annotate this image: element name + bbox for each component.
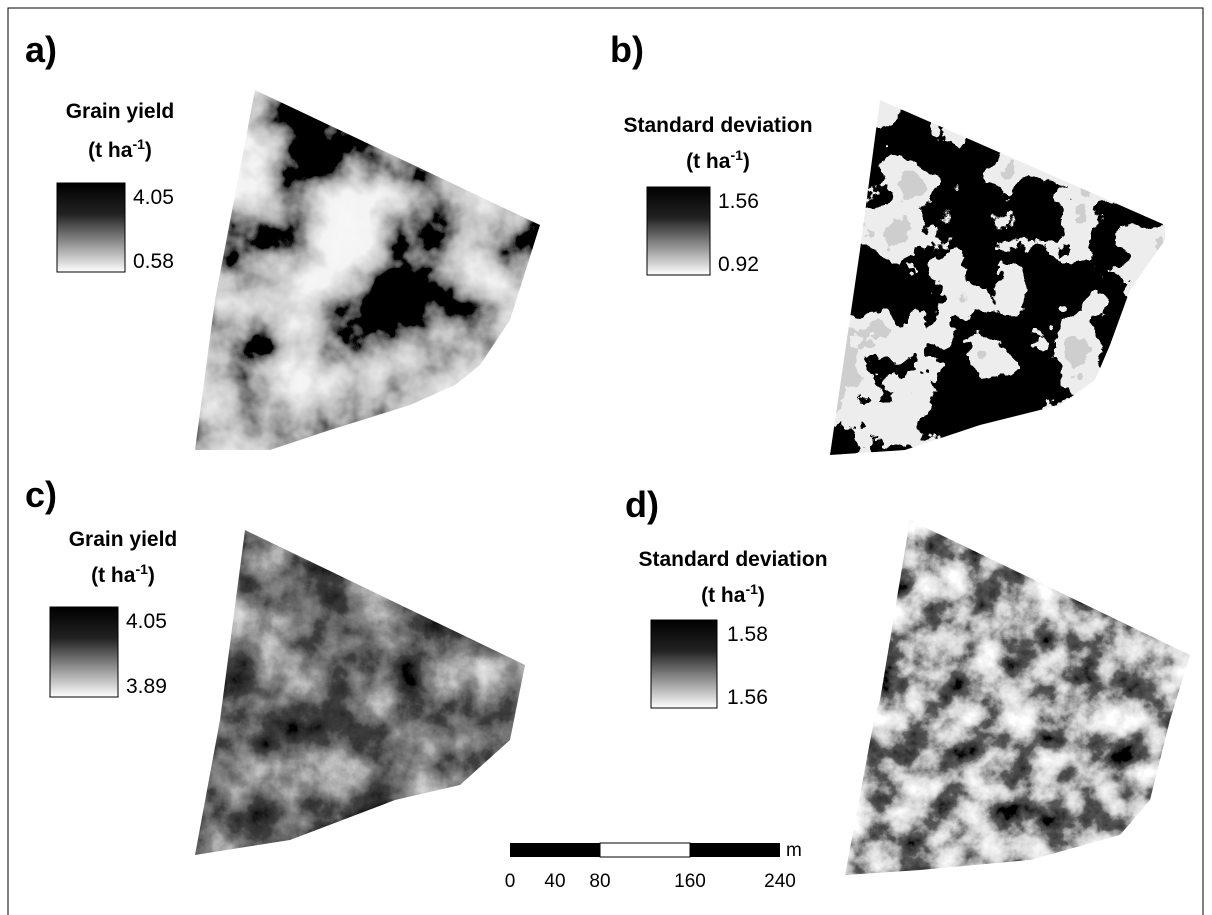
legend-title: Grain yield xyxy=(66,100,175,123)
scale-tick-label: 0 xyxy=(505,871,516,892)
unit-text: (t ha xyxy=(686,150,731,173)
legend-max: 1.58 xyxy=(727,623,768,646)
legend-ramp xyxy=(57,183,125,272)
legend-unit: (t ha-1) xyxy=(686,147,750,173)
unit-text: (t ha xyxy=(88,139,133,162)
unit-text: (t ha xyxy=(701,584,746,607)
panel-label: b) xyxy=(610,29,644,70)
legend-unit: (t ha-1) xyxy=(91,561,155,587)
scale-segment xyxy=(600,843,690,857)
unit-sup: -1 xyxy=(730,147,743,163)
legend-max: 4.05 xyxy=(126,610,167,633)
map-a xyxy=(190,85,545,455)
legend-max: 1.56 xyxy=(718,190,759,213)
map-c xyxy=(190,525,530,860)
legend-unit: (t ha-1) xyxy=(88,136,152,162)
legend-unit: (t ha-1) xyxy=(701,581,765,607)
legend-title: Grain yield xyxy=(69,528,178,551)
unit-sup: -1 xyxy=(135,561,148,577)
unit-text: (t ha xyxy=(91,564,136,587)
legend-min: 3.89 xyxy=(126,675,167,698)
legend-min: 1.56 xyxy=(727,686,768,709)
panel-label: d) xyxy=(625,484,659,525)
unit-text: ) xyxy=(758,584,765,607)
legend-ramp xyxy=(50,607,118,697)
panel-label: a) xyxy=(25,29,57,70)
legend-title: Standard deviation xyxy=(638,548,827,571)
scale-bar: m xyxy=(510,840,802,861)
unit-text: ) xyxy=(743,150,750,173)
scale-tick-label: 240 xyxy=(764,871,796,892)
unit-text: ) xyxy=(145,139,152,162)
unit-text: ) xyxy=(148,564,155,587)
legend-title: Standard deviation xyxy=(623,114,812,137)
legend-max: 4.05 xyxy=(133,186,174,209)
scale-unit: m xyxy=(786,840,802,861)
scale-tick-label: 80 xyxy=(589,871,610,892)
legend-min: 0.58 xyxy=(133,250,174,273)
panel-label: c) xyxy=(25,474,57,515)
legend-min: 0.92 xyxy=(718,253,759,276)
scale-tick-label: 40 xyxy=(544,871,565,892)
scale-segment xyxy=(690,843,780,857)
map-d xyxy=(840,515,1195,880)
unit-sup: -1 xyxy=(745,581,758,597)
scale-segment xyxy=(510,843,600,857)
figure: m a)Grain yield(t ha-1)4.050.58b)Standar… xyxy=(0,0,1212,915)
unit-sup: -1 xyxy=(132,136,145,152)
legend-ramp xyxy=(647,187,710,275)
map-b xyxy=(825,95,1170,460)
scale-tick-label: 160 xyxy=(674,871,706,892)
legend-ramp xyxy=(651,620,717,708)
